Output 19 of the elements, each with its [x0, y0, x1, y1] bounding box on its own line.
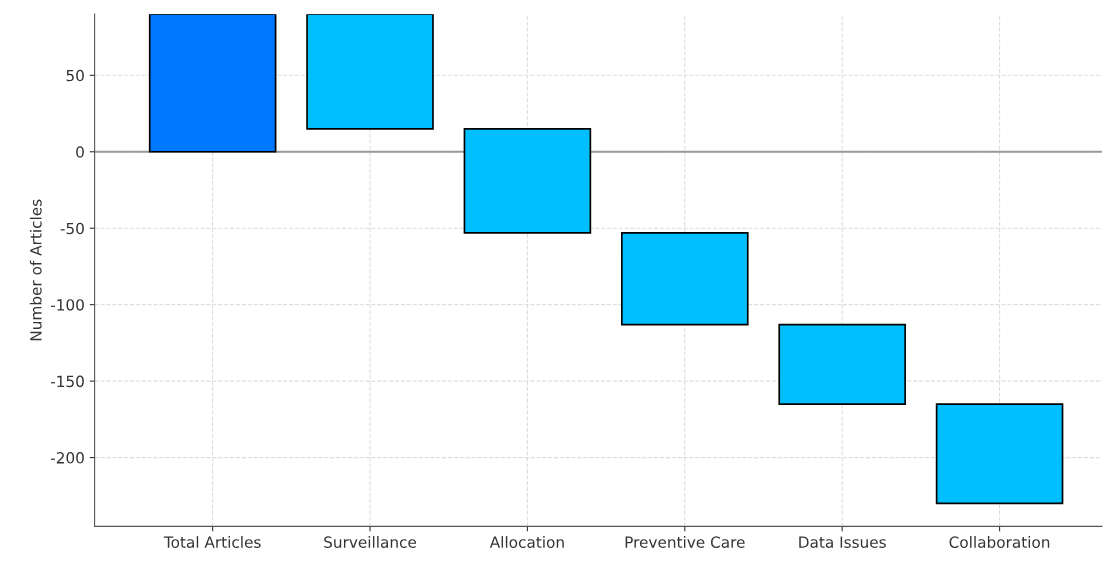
bar	[778, 323, 906, 405]
y-axis-title: Number of Articles	[29, 199, 42, 341]
bar	[935, 403, 1064, 505]
y-tick-label: -100	[50, 299, 84, 311]
x-tick-label: Collaboration	[949, 536, 1050, 548]
y-tick-label: -50	[60, 222, 84, 235]
x-tick-label: Allocation	[489, 536, 564, 548]
x-tick-label: Surveillance	[324, 536, 417, 548]
x-tick-label: Preventive Care	[625, 536, 745, 548]
x-tick-label: Data Issues	[799, 536, 886, 548]
y-tick-label: -200	[50, 452, 84, 464]
bar	[306, 14, 434, 130]
bar	[148, 14, 277, 153]
y-tick-label: 50	[66, 69, 84, 82]
y-tick-label: -150	[50, 375, 84, 388]
bar	[621, 231, 749, 326]
x-tick-label: Total Articles	[163, 536, 261, 548]
bar	[463, 127, 592, 234]
y-tick-label: 0	[76, 146, 84, 158]
